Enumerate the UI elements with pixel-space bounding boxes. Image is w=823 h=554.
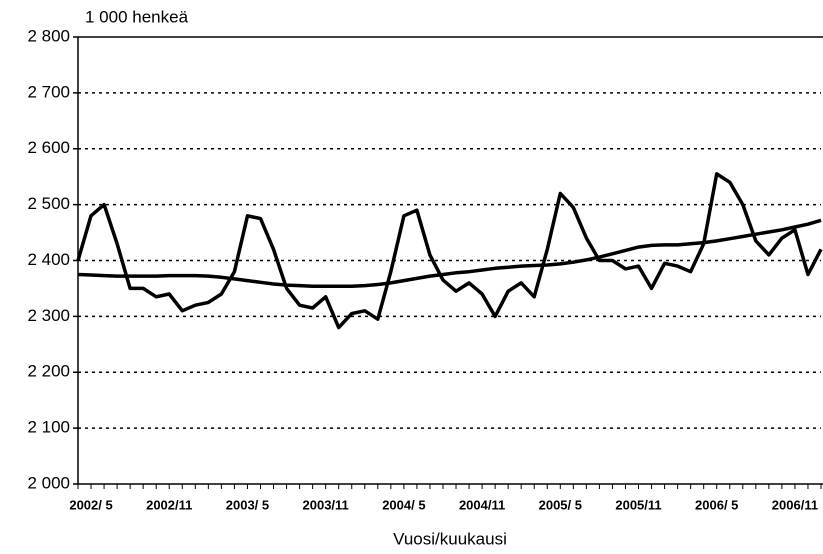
line-series — [76, 172, 823, 330]
y-tick-label: 2 700 — [27, 82, 70, 101]
x-tick-label: 2004/ 5 — [382, 497, 425, 512]
x-axis-label: Vuosi/kuukausi — [393, 529, 507, 548]
line-series — [77, 218, 822, 288]
x-tick-label: 2006/ 5 — [695, 497, 738, 512]
x-tick-label: 2003/ 5 — [226, 497, 269, 512]
x-tick-label: 2004/11 — [459, 497, 505, 512]
y-tick-label: 2 600 — [27, 138, 70, 157]
y-tick-label: 2 400 — [27, 250, 70, 269]
y-tick-label: 2 000 — [27, 473, 70, 492]
y-tick-label: 2 200 — [27, 362, 70, 381]
x-tick-label: 2002/11 — [146, 497, 192, 512]
y-tick-label: 2 800 — [27, 26, 70, 45]
y-tick-label: 2 300 — [27, 306, 70, 325]
y-tick-label: 2 100 — [27, 418, 70, 437]
x-tick-label: 2005/11 — [615, 497, 661, 512]
x-tick-label: 2003/11 — [303, 497, 349, 512]
x-tick-label: 2005/ 5 — [539, 497, 582, 512]
x-tick-label: 2002/ 5 — [69, 497, 112, 512]
y-unit-label: 1 000 henkeä — [85, 7, 189, 26]
x-tick-label: 2006/11 — [772, 497, 818, 512]
y-tick-label: 2 500 — [27, 194, 70, 213]
